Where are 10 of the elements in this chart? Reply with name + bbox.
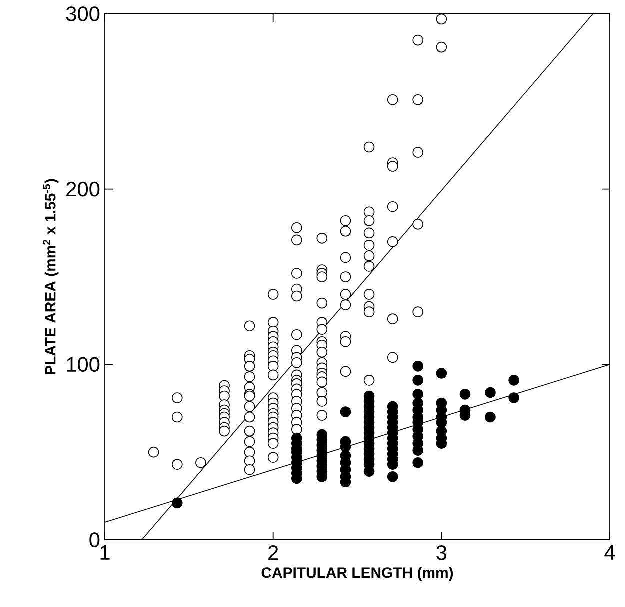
x-tick-label: 1 (100, 546, 110, 560)
x-tick-label: 2 (268, 546, 278, 560)
x-axis-title: CAPITULAR LENGTH (mm) (262, 567, 454, 582)
y-tick-label: 200 (66, 182, 100, 197)
y-tick-label: 300 (66, 6, 100, 22)
y-axis-title: PLATE AREA (mm$^{2}$ x 1.55$^{-5}$) (43, 179, 59, 374)
y-tick-label: 0 (90, 532, 100, 548)
y-tick-label: 100 (67, 357, 100, 372)
x-tick-label: 4 (604, 546, 616, 560)
x-tick-label: 3 (436, 546, 447, 560)
